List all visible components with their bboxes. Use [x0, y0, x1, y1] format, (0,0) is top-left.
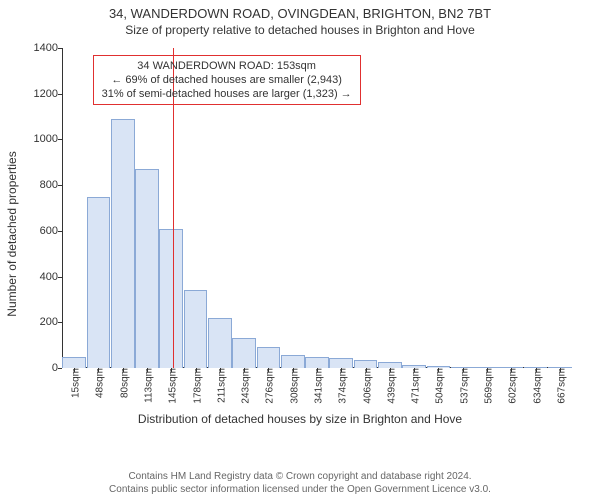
x-tick-label: 276sqm: [261, 368, 276, 404]
histogram-bar: [208, 318, 232, 368]
x-tick-label: 504sqm: [431, 368, 446, 404]
annotation-line: 31% of semi-detached houses are larger (…: [102, 87, 352, 101]
x-tick-label: 406sqm: [358, 368, 373, 404]
histogram-bar: [184, 290, 208, 368]
x-tick-label: 341sqm: [310, 368, 325, 404]
footer-line-1: Contains HM Land Registry data © Crown c…: [0, 471, 600, 484]
histogram-bar: [87, 197, 111, 368]
y-tick-label: 800: [40, 179, 62, 191]
x-tick-label: 634sqm: [528, 368, 543, 404]
histogram-bar: [159, 229, 183, 368]
histogram-bar: [257, 347, 281, 368]
y-axis-line: [62, 48, 63, 368]
footer-line-2: Contains public sector information licen…: [0, 484, 600, 497]
annotation-box: 34 WANDERDOWN ROAD: 153sqm← 69% of detac…: [93, 55, 361, 105]
x-tick-label: 15sqm: [67, 368, 82, 398]
x-tick-label: 667sqm: [552, 368, 567, 404]
histogram-bar: [111, 119, 135, 368]
x-tick-label: 308sqm: [285, 368, 300, 404]
y-tick-label: 600: [40, 225, 62, 237]
x-tick-label: 243sqm: [237, 368, 252, 404]
footer: Contains HM Land Registry data © Crown c…: [0, 471, 600, 496]
y-tick-label: 200: [40, 316, 62, 328]
page-title: 34, WANDERDOWN ROAD, OVINGDEAN, BRIGHTON…: [0, 0, 600, 21]
y-tick-label: 400: [40, 271, 62, 283]
x-tick-label: 113sqm: [140, 368, 155, 403]
annotation-line: ← 69% of detached houses are smaller (2,…: [102, 73, 352, 87]
histogram-bar: [281, 355, 305, 368]
y-tick-label: 0: [52, 362, 62, 374]
plot-area: 020040060080010001200140015sqm48sqm80sqm…: [62, 48, 572, 368]
annotation-line: 34 WANDERDOWN ROAD: 153sqm: [102, 59, 352, 73]
histogram-bar: [135, 169, 159, 368]
x-tick-label: 569sqm: [480, 368, 495, 404]
histogram-bar: [232, 338, 256, 368]
y-tick-label: 1400: [34, 42, 62, 54]
x-tick-label: 178sqm: [188, 368, 203, 404]
y-tick-label: 1200: [34, 88, 62, 100]
x-tick-label: 80sqm: [115, 368, 130, 398]
histogram-bar: [354, 360, 378, 368]
x-tick-label: 602sqm: [504, 368, 519, 404]
x-tick-label: 145sqm: [164, 368, 179, 404]
x-tick-label: 439sqm: [382, 368, 397, 404]
histogram-bar: [62, 357, 86, 368]
x-tick-label: 211sqm: [212, 368, 227, 403]
y-axis-label: Number of detached properties: [5, 151, 19, 316]
histogram-bar: [329, 358, 353, 368]
page-subtitle: Size of property relative to detached ho…: [0, 21, 600, 37]
x-tick-label: 374sqm: [334, 368, 349, 404]
x-axis-label: Distribution of detached houses by size …: [138, 412, 462, 426]
x-tick-label: 537sqm: [455, 368, 470, 404]
y-tick-label: 1000: [34, 133, 62, 145]
x-tick-label: 48sqm: [91, 368, 106, 398]
chart-container: Number of detached properties 0200400600…: [20, 44, 580, 424]
x-tick-label: 471sqm: [407, 368, 422, 404]
histogram-bar: [305, 357, 329, 368]
